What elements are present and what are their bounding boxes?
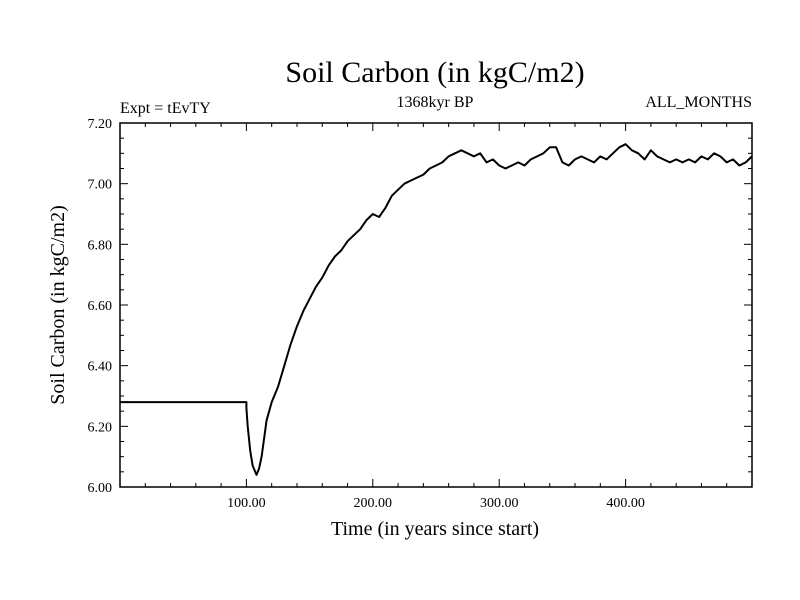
plot-frame [119, 122, 753, 488]
months-label: ALL_MONTHS [645, 94, 752, 111]
soil-carbon-series-line [120, 143, 753, 476]
y-axis-label: Soil Carbon (in kgC/m2) [47, 205, 69, 404]
x-axis-label: Time (in years since start) [331, 518, 539, 540]
x-tick-label: 200.00 [354, 496, 393, 511]
chart-subtitle: 1368kyr BP [397, 94, 474, 111]
axis-ticks [119, 122, 753, 488]
y-tick-label: 6.20 [88, 420, 113, 435]
y-tick-label: 7.00 [88, 178, 113, 193]
y-tick-label: 6.00 [88, 481, 113, 496]
x-tick-label: 100.00 [227, 496, 266, 511]
y-tick-label: 6.80 [88, 238, 113, 253]
y-tick-label: 7.20 [88, 117, 113, 132]
axis-tick-labels: 100.00 200.00 300.00 400.00 6.00 6.20 6.40 6.60… [88, 117, 645, 511]
y-tick-label: 6.40 [88, 360, 113, 375]
chart-title: Soil Carbon (in kgC/m2) [285, 56, 584, 89]
y-tick-label: 6.60 [88, 299, 113, 314]
experiment-label: Expt = tEvTY [120, 100, 211, 117]
x-tick-label: 400.00 [606, 496, 645, 511]
x-tick-label: 300.00 [480, 496, 519, 511]
